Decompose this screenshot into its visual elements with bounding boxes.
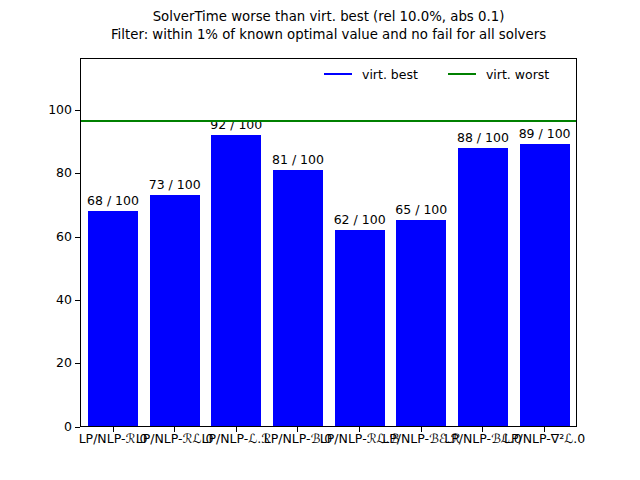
legend-entry-virt-best: virt. best: [324, 67, 418, 82]
bar-value-label: 73 / 100: [149, 177, 201, 192]
virt-worst-line-swatch: [448, 73, 476, 75]
chart-title-line1: SolverTime worse than virt. best (rel 10…: [80, 8, 577, 26]
bar: [150, 195, 200, 426]
virt-best-line-swatch: [324, 73, 352, 75]
x-tick-label: LP/NLP-ℒ.ℛ: [201, 431, 271, 446]
figure: SolverTime worse than virt. best (rel 10…: [0, 0, 640, 480]
y-axis: 020406080100: [0, 58, 80, 428]
bar: [520, 144, 570, 426]
bar: [458, 148, 508, 426]
y-tick-label: 60: [56, 229, 72, 244]
legend-label-virt-best: virt. best: [362, 67, 418, 82]
legend: virt. best virt. worst: [324, 67, 549, 82]
bar: [396, 220, 446, 426]
bar: [273, 170, 323, 426]
plot-area: virt. best virt. worst 68 / 10073 / 1009…: [80, 58, 577, 428]
bar-value-label: 65 / 100: [395, 202, 447, 217]
bar: [88, 211, 138, 426]
legend-entry-virt-worst: virt. worst: [448, 67, 549, 82]
bar-value-label: 81 / 100: [272, 152, 324, 167]
chart-title-line2: Filter: within 1% of known optimal value…: [80, 26, 577, 44]
x-tick-label: LP/NLP-∇²ℒ.0: [504, 431, 585, 446]
bar: [211, 135, 261, 426]
legend-label-virt-worst: virt. worst: [486, 67, 549, 82]
bar: [335, 230, 385, 426]
y-tick-label: 80: [56, 165, 72, 180]
bar-value-label: 88 / 100: [457, 130, 509, 145]
bar-value-label: 62 / 100: [334, 212, 386, 227]
y-tick-label: 20: [56, 355, 72, 370]
y-tick-label: 100: [48, 102, 72, 117]
virt-worst-line: [81, 120, 576, 122]
y-tick-label: 40: [56, 292, 72, 307]
chart-title: SolverTime worse than virt. best (rel 10…: [80, 8, 577, 44]
bar-value-label: 68 / 100: [87, 193, 139, 208]
y-tick-label: 0: [64, 419, 72, 434]
bar-value-label: 89 / 100: [519, 126, 571, 141]
